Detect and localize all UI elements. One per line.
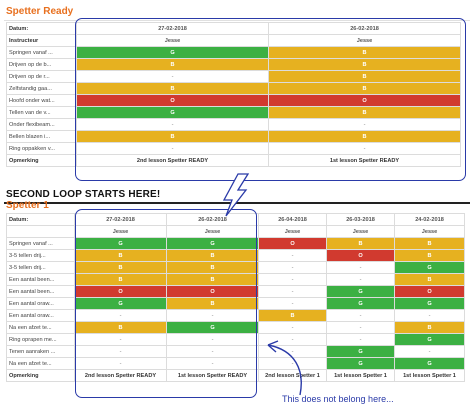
loop-note: SECOND LOOP STARTS HERE!: [6, 189, 161, 200]
table-row: Ring oppakken v... - -: [6, 142, 461, 155]
score-cell: -: [258, 297, 327, 310]
score-cell: -: [74, 309, 167, 322]
down-arrow-icon: [222, 173, 250, 217]
score-cell: -: [258, 261, 327, 274]
score-cell: B: [394, 321, 465, 334]
score-cell: -: [76, 70, 269, 83]
score-cell: -: [258, 285, 327, 298]
score-cell: B: [166, 261, 259, 274]
section1-divider: [4, 20, 470, 21]
remark-row: Opmerking 2nd lesson Spetter READY 1st les…: [6, 369, 465, 382]
table-row: Een aantal oraw... G B - G G: [6, 297, 465, 310]
highlight-frame-section1: [75, 18, 466, 181]
score-cell: -: [258, 321, 327, 334]
score-cell: -: [326, 273, 395, 286]
score-cell: -: [326, 321, 395, 334]
table-row: Ring oprapen me... - - - - G: [6, 333, 465, 346]
annotation-note: This does not belong here...: [282, 394, 394, 404]
table-row: Een aantal been... B B - - B: [6, 273, 465, 286]
highlight-frame-section2: [75, 209, 257, 398]
score-cell: G: [394, 261, 465, 274]
score-cell: G: [76, 106, 269, 119]
score-cell: -: [166, 333, 259, 346]
score-cell: B: [166, 249, 259, 262]
section2-title: Spetter 1: [6, 200, 49, 211]
score-cell: -: [394, 309, 465, 322]
section-separator: [4, 202, 470, 204]
table-row: Onder flexibeam... - -: [6, 118, 461, 131]
score-cell: O: [258, 237, 327, 250]
remark-cell: 1st lesson Spetter READY: [268, 154, 461, 167]
table-row: Bellen blazen i... B B: [6, 130, 461, 143]
score-cell: B: [268, 130, 461, 143]
score-cell: O: [76, 94, 269, 107]
score-cell: -: [268, 142, 461, 155]
table-row: Na een afzet te... B G - - B: [6, 321, 465, 334]
date-header-row: Datum: 27-02-2018 26-02-2018: [6, 22, 461, 35]
table-row: Zelfstandig gaa... B B: [6, 82, 461, 95]
score-cell: B: [268, 82, 461, 95]
section2-table: Datum: 27-02-2018 26-02-2018 26-04-2018 26-0…: [6, 213, 465, 382]
table-row: Hoofd onder wat... O O: [6, 94, 461, 107]
score-cell: -: [74, 333, 167, 346]
score-cell: O: [268, 94, 461, 107]
table-row: Springen vanaf ... G B: [6, 46, 461, 59]
score-cell: B: [268, 46, 461, 59]
score-cell: B: [394, 273, 465, 286]
remark-cell: 2nd lesson Spetter READY: [76, 154, 269, 167]
score-cell: B: [166, 297, 259, 310]
score-cell: B: [268, 70, 461, 83]
score-cell: B: [76, 82, 269, 95]
score-cell: B: [166, 273, 259, 286]
score-cell: B: [394, 249, 465, 262]
score-cell: B: [394, 237, 465, 250]
section1-table: Datum: 27-02-2018 26-02-2018 Instructeur Jes…: [6, 22, 461, 167]
score-cell: -: [326, 261, 395, 274]
score-cell: B: [76, 58, 269, 71]
score-cell: G: [326, 297, 395, 310]
remark-row-label: Opmerking: [6, 369, 75, 382]
score-cell: -: [258, 345, 327, 358]
remark-cell: 1st lesson Spetter 1: [326, 369, 395, 382]
curved-arrow-icon: [267, 344, 302, 396]
table-row: Na een afzet te... - - - G G: [6, 357, 465, 370]
remark-cell: 1st lesson Spetter 1: [394, 369, 465, 382]
table-row: Drijven op de r... - B: [6, 70, 461, 83]
score-cell: G: [326, 357, 395, 370]
score-cell: -: [268, 118, 461, 131]
remark-row: Opmerking 2nd lesson Spetter READY 1st les…: [6, 154, 461, 167]
score-cell: B: [74, 273, 167, 286]
score-cell: G: [394, 333, 465, 346]
section1-title: Spetter Ready: [6, 6, 74, 17]
